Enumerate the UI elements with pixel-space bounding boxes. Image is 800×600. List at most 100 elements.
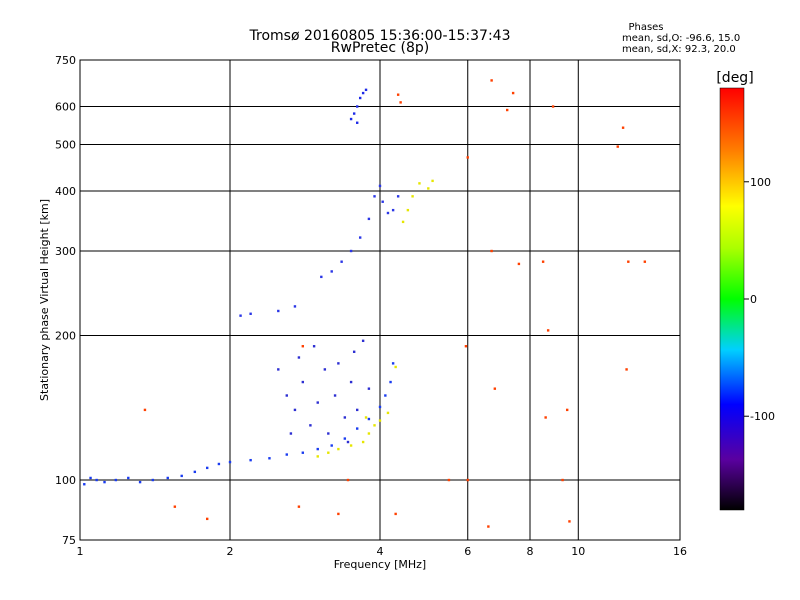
data-point — [180, 474, 183, 478]
data-point — [551, 105, 555, 108]
y-tick-label: 300 — [55, 245, 76, 258]
data-point — [352, 350, 356, 353]
data-point — [355, 427, 359, 430]
data-point — [277, 368, 280, 371]
data-point — [293, 408, 297, 412]
data-point — [349, 117, 353, 121]
data-point — [346, 440, 350, 444]
data-point — [418, 182, 421, 185]
phases-heading: Phases — [628, 22, 663, 33]
data-point — [127, 476, 130, 480]
colorbar-tick-label: 100 — [750, 176, 771, 189]
data-point — [346, 478, 350, 482]
data-point — [505, 108, 509, 112]
chart-subtitle: RwPretec (8p) — [331, 40, 429, 56]
data-point — [320, 275, 323, 279]
data-point — [367, 217, 371, 221]
data-point — [285, 453, 288, 456]
data-point — [396, 93, 400, 96]
data-point — [349, 444, 353, 447]
data-point — [205, 466, 209, 470]
x-tick-label: 8 — [527, 545, 534, 558]
data-point — [616, 145, 619, 148]
chart-title: Tromsø 20160805 15:36:00-15:37:43 — [249, 28, 511, 44]
colorbar-unit: [deg] — [716, 70, 753, 86]
data-point — [386, 211, 390, 215]
data-point — [367, 387, 371, 390]
y-tick-label: 500 — [55, 139, 76, 152]
data-point — [487, 525, 490, 528]
data-point — [277, 309, 280, 313]
data-point — [355, 408, 359, 412]
data-point — [490, 249, 493, 253]
data-point — [173, 505, 177, 508]
data-point — [364, 88, 368, 92]
data-point — [493, 387, 497, 390]
data-point — [391, 362, 395, 365]
x-tick-label: 10 — [571, 545, 585, 558]
x-tick-label: 6 — [464, 545, 471, 558]
data-point — [541, 260, 545, 263]
data-point — [327, 451, 330, 454]
data-point — [205, 517, 209, 521]
phases-line-1: mean, sd,O: -96.6, 15.0 — [622, 33, 740, 44]
data-point — [621, 126, 625, 129]
data-point — [151, 478, 155, 482]
data-point — [361, 440, 365, 444]
data-point — [447, 478, 451, 482]
data-point — [301, 345, 305, 348]
data-point — [355, 121, 359, 124]
data-point — [268, 457, 271, 460]
data-point — [312, 345, 316, 348]
data-point — [89, 476, 92, 480]
data-point — [378, 184, 382, 188]
data-point — [427, 187, 430, 190]
y-tick-label: 750 — [55, 54, 76, 67]
data-point — [466, 478, 469, 482]
data-point — [389, 380, 392, 384]
data-point — [327, 432, 330, 435]
data-point — [343, 437, 347, 440]
data-point — [381, 200, 384, 203]
x-tick-label: 2 — [227, 545, 234, 558]
data-point — [561, 478, 564, 482]
data-point — [138, 480, 142, 484]
data-point — [293, 305, 297, 308]
x-axis-label: Frequency [MHz] — [334, 558, 426, 571]
data-point — [643, 260, 647, 263]
data-point — [166, 476, 169, 480]
x-tick-label: 4 — [377, 545, 384, 558]
data-point — [431, 179, 434, 183]
data-point — [316, 455, 319, 458]
y-tick-label: 400 — [55, 185, 76, 198]
data-point — [401, 220, 405, 224]
data-point — [355, 105, 359, 108]
data-point — [466, 156, 469, 159]
data-point — [490, 79, 493, 82]
data-point — [343, 416, 347, 419]
data-point — [333, 394, 337, 397]
data-point — [337, 362, 340, 365]
data-point — [399, 101, 402, 104]
data-point — [568, 520, 571, 523]
data-point — [114, 478, 118, 482]
data-point — [396, 195, 400, 198]
y-tick-label: 75 — [62, 534, 76, 547]
data-point — [340, 260, 343, 263]
data-point — [301, 380, 305, 384]
data-point — [349, 249, 353, 253]
data-point — [361, 91, 365, 95]
data-point — [511, 91, 515, 95]
data-point — [546, 329, 550, 332]
data-point — [384, 394, 387, 397]
data-point — [323, 368, 327, 371]
data-point — [373, 195, 376, 198]
data-point — [378, 405, 382, 409]
data-point — [330, 270, 333, 273]
data-point — [301, 451, 305, 454]
x-tick-label: 16 — [673, 545, 687, 558]
data-point — [361, 339, 365, 343]
data-point — [517, 262, 521, 266]
y-axis-label: Stationary phase Virtual Height [km] — [38, 199, 51, 401]
